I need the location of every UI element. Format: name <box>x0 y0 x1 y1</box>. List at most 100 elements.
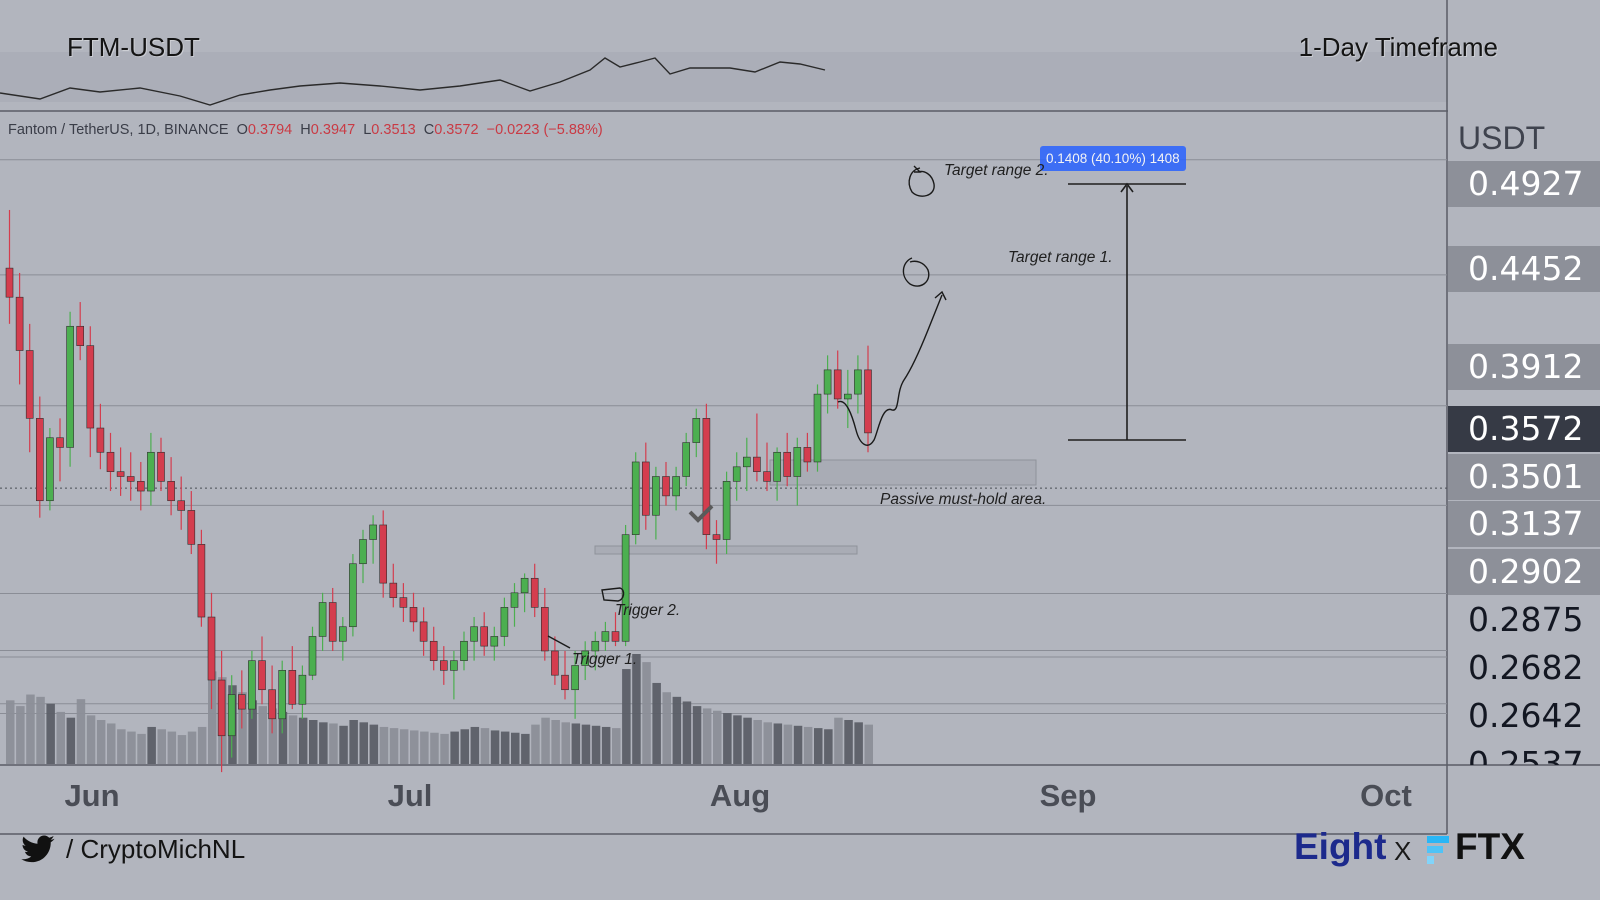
volume-bar <box>834 717 843 764</box>
volume-bar <box>854 722 863 764</box>
volume-bar <box>309 720 318 764</box>
candle <box>207 592 216 710</box>
candle <box>773 447 781 501</box>
candle <box>712 520 721 564</box>
candle <box>611 612 620 647</box>
candle <box>833 350 842 409</box>
candle <box>187 491 196 555</box>
indicator-line <box>0 57 826 106</box>
volume-bar <box>187 731 197 764</box>
candle <box>803 432 812 472</box>
price-label-1: 0.4452 <box>1448 246 1600 292</box>
open-value: 0.3794 <box>247 122 293 138</box>
volume-bar <box>268 708 278 764</box>
volume-bar <box>773 723 783 764</box>
low-value: 0.3513 <box>371 122 416 138</box>
price-label-8: 0.2682 <box>1468 648 1584 687</box>
volume-bar <box>16 706 25 764</box>
volume-bar <box>96 720 106 764</box>
candle <box>268 665 276 734</box>
volume-bar <box>450 731 459 764</box>
volume-bar <box>521 733 530 764</box>
change-value: −0.0223 (−5.88%) <box>486 122 603 138</box>
annotation-trigger1: Trigger 1. <box>572 651 638 668</box>
month-oct: Oct <box>1360 778 1412 813</box>
candle <box>813 384 822 472</box>
annotation-target1: Target range 1. <box>1008 249 1113 266</box>
trigger2-mark <box>601 587 625 602</box>
volume-bar <box>248 700 257 764</box>
volume-bar <box>440 733 449 764</box>
candle <box>5 209 14 324</box>
candle <box>25 323 34 453</box>
price-label-5: 0.3137 <box>1448 501 1600 547</box>
candle <box>157 437 165 492</box>
candle <box>460 631 468 671</box>
volume-bars <box>6 654 873 764</box>
candle <box>116 447 125 496</box>
candle <box>399 583 408 622</box>
volume-bar <box>86 715 96 764</box>
candle <box>662 461 670 506</box>
volume-bar <box>349 720 358 764</box>
volume-bar <box>793 725 803 764</box>
twitter-handle[interactable]: / CryptoMichNL <box>66 834 246 864</box>
volume-bar <box>783 724 793 764</box>
high-label: H <box>300 122 311 138</box>
candle <box>349 554 357 637</box>
open-label: O <box>236 122 248 138</box>
volume-bar <box>107 723 116 764</box>
candle <box>530 563 539 618</box>
trigger1-mark <box>547 635 571 649</box>
measure-label[interactable]: 0.1408 (40.10%) 1408 <box>1040 146 1186 171</box>
candle <box>520 573 529 613</box>
candle <box>197 529 206 627</box>
volume-bar <box>127 731 136 764</box>
candle <box>429 626 438 671</box>
target1-circle <box>902 257 930 287</box>
volume-bar <box>531 724 540 764</box>
volume-bar <box>763 722 772 764</box>
volume-bar <box>511 732 520 764</box>
volume-bar <box>167 731 177 764</box>
candle <box>843 369 852 429</box>
candles <box>5 209 872 773</box>
volume-bar <box>6 700 15 764</box>
candle <box>147 432 155 506</box>
candle <box>601 621 610 651</box>
close-label: C <box>423 122 435 138</box>
close-value: 0.3572 <box>434 122 479 138</box>
volume-bar <box>682 701 692 764</box>
month-sep: Sep <box>1039 778 1097 813</box>
volume-bar <box>662 692 671 764</box>
candle <box>227 675 236 758</box>
candle <box>732 452 741 501</box>
volume-bar <box>410 730 419 764</box>
candle <box>702 403 711 550</box>
volume-bar <box>581 724 591 764</box>
volume-bar <box>137 733 146 764</box>
brand-ftx: FTX <box>1455 826 1525 867</box>
month-jul: Jul <box>387 778 433 813</box>
candle <box>561 650 569 700</box>
measure-tool[interactable] <box>1068 182 1186 441</box>
candle <box>753 413 761 482</box>
volume-bar <box>329 723 338 764</box>
candle <box>823 355 832 414</box>
candle <box>864 345 872 453</box>
volume-bar <box>197 726 207 764</box>
volume-bar <box>26 694 35 764</box>
volume-bar <box>36 696 45 764</box>
candle <box>409 592 418 632</box>
candle <box>318 592 327 651</box>
projection-path <box>837 294 943 446</box>
volume-bar <box>389 728 399 764</box>
volume-bar <box>278 711 288 764</box>
candle <box>66 311 74 467</box>
volume-bar <box>642 662 651 764</box>
volume-bar <box>814 728 823 764</box>
candle <box>551 636 559 685</box>
candle <box>783 432 792 487</box>
month-aug: Aug <box>709 778 771 813</box>
